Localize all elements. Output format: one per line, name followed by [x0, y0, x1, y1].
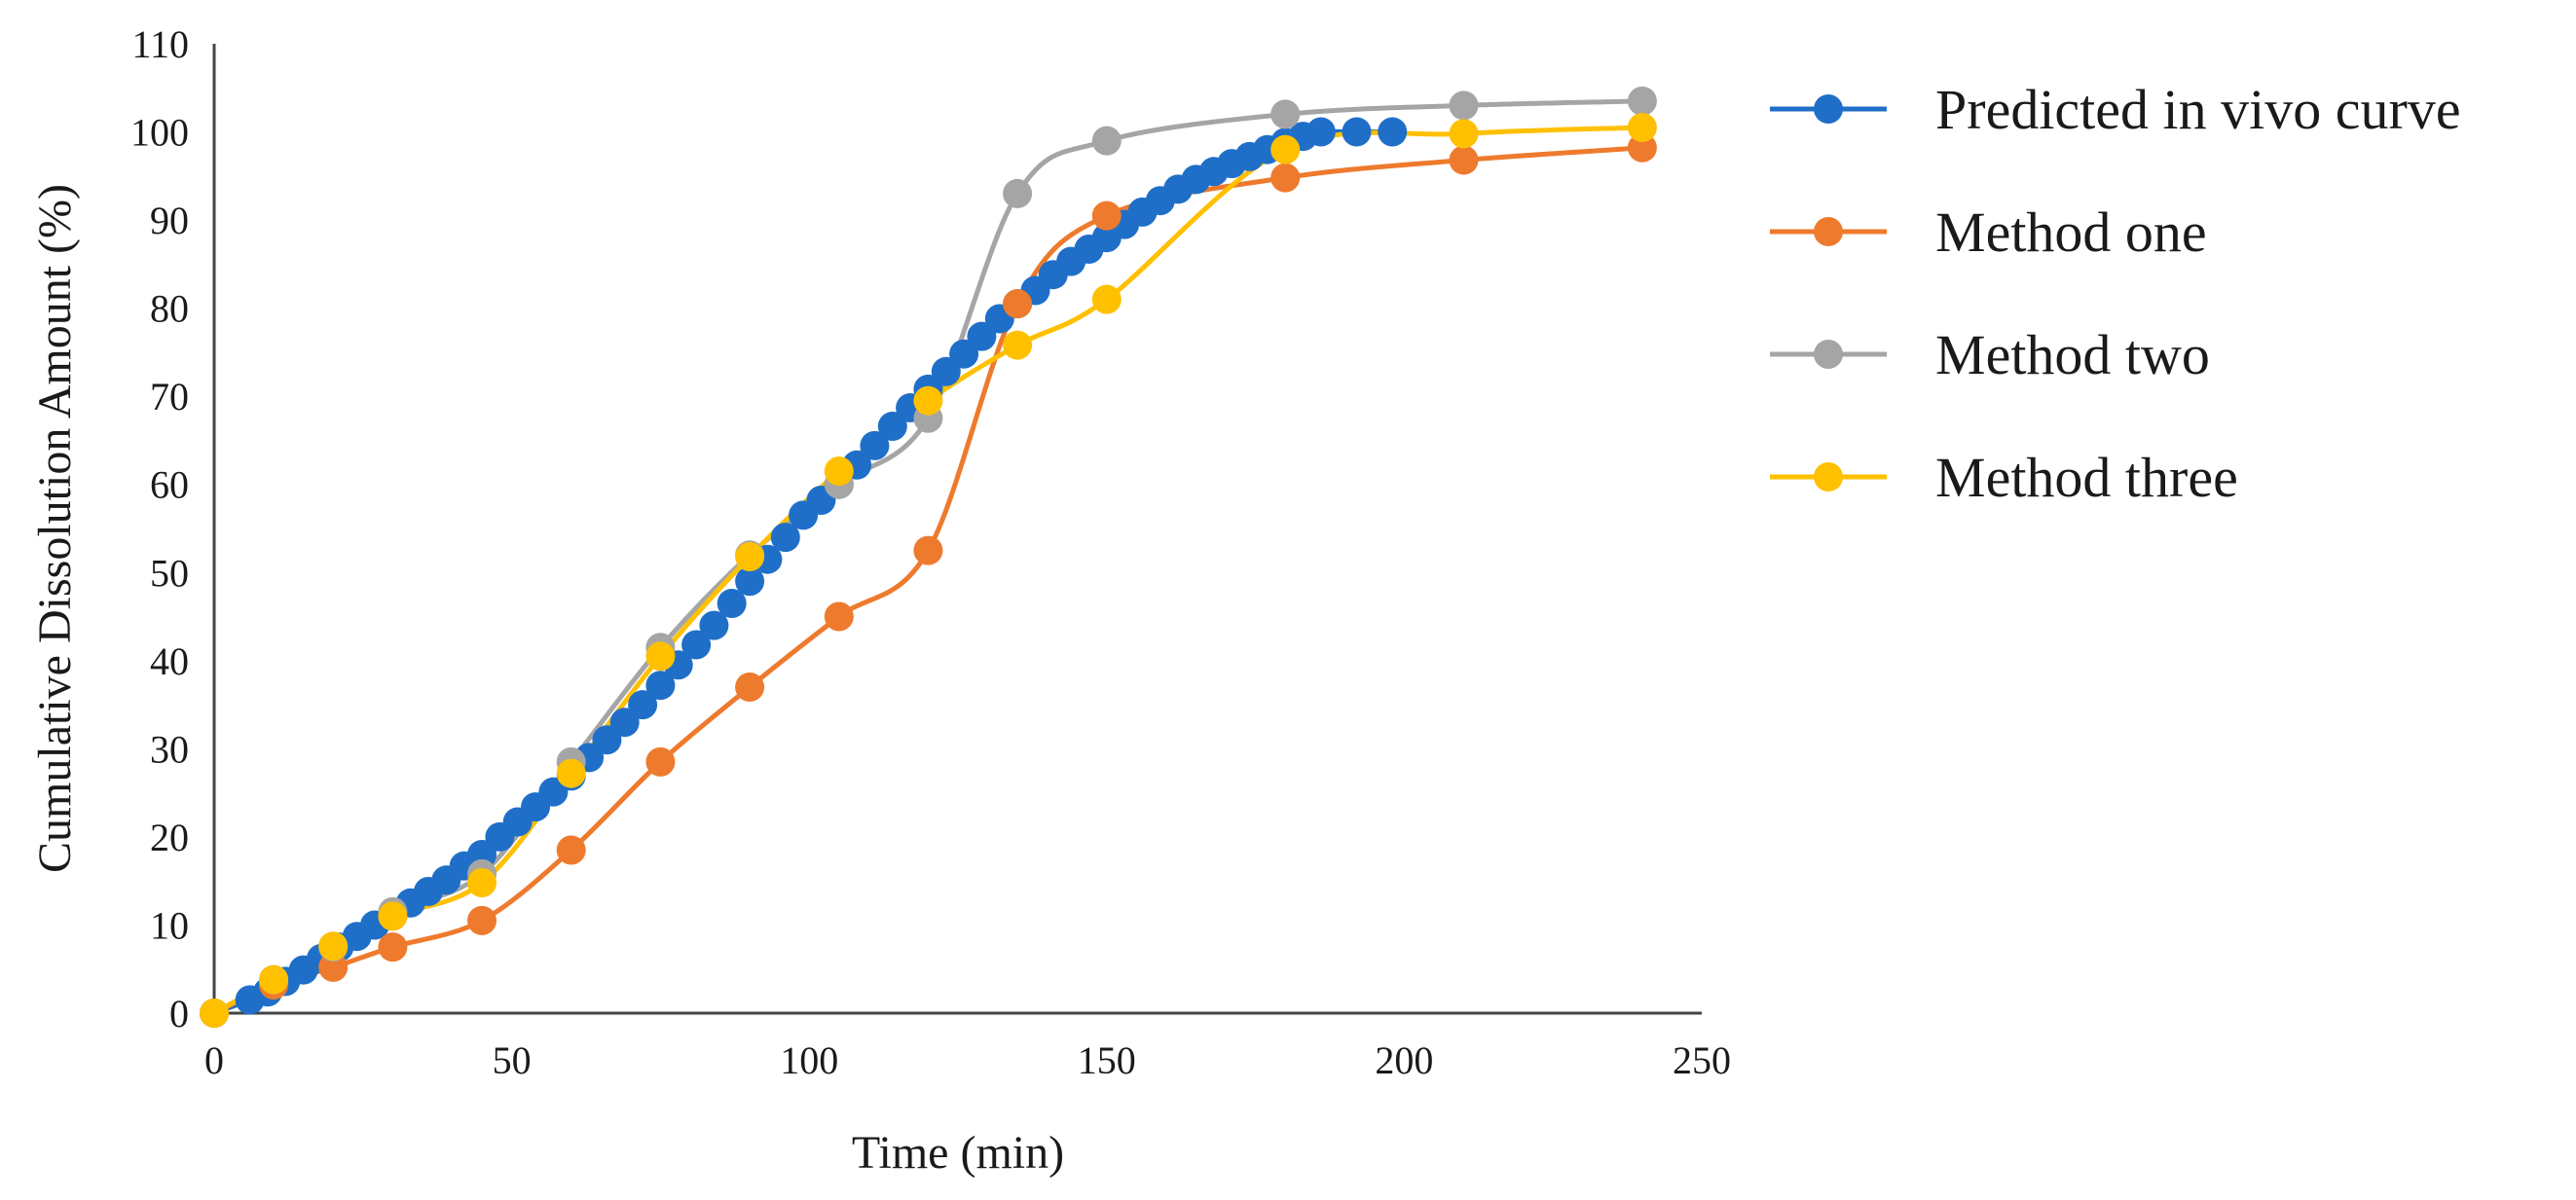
y-axis-title: Cumulative Dissolution Amount (%) [29, 184, 81, 873]
data-point-method-two [1091, 126, 1122, 156]
data-point-method-three [556, 758, 586, 788]
data-point-predicted-in-vivo-curve [735, 566, 765, 597]
axes [212, 44, 1702, 1015]
x-tick-label: 150 [1078, 1038, 1136, 1082]
y-tick-label: 80 [150, 287, 189, 331]
legend-swatch-marker [1814, 340, 1843, 369]
y-tick-label: 60 [150, 463, 189, 507]
data-point-predicted-in-vivo-curve [931, 356, 961, 386]
data-point-predicted-in-vivo-curve [770, 523, 800, 553]
legend-label: Method three [1935, 446, 2238, 509]
data-point-method-two [1449, 91, 1479, 121]
legend-item-method-one: Method one [1770, 200, 2207, 264]
x-axis-title: Time (min) [852, 1127, 1064, 1179]
data-point-predicted-in-vivo-curve [1378, 117, 1408, 147]
legend-label: Method one [1935, 200, 2207, 264]
legend-item-method-two: Method two [1770, 323, 2210, 386]
data-point-predicted-in-vivo-curve [699, 610, 729, 640]
data-point-predicted-in-vivo-curve [1342, 117, 1372, 147]
data-point-predicted-in-vivo-curve [1306, 117, 1336, 147]
legend-label: Predicted in vivo curve [1935, 78, 2461, 141]
data-point-method-three [378, 901, 408, 931]
data-point-method-three [1270, 134, 1301, 164]
y-tick-label: 40 [150, 639, 189, 683]
data-point-method-three [913, 385, 943, 416]
legend-label: Method two [1935, 323, 2210, 386]
y-tick-label: 90 [150, 199, 189, 242]
data-point-method-one [913, 535, 943, 565]
data-point-predicted-in-vivo-curve [592, 725, 622, 755]
data-point-method-one [1270, 163, 1301, 193]
data-point-method-one [1627, 132, 1657, 163]
data-point-predicted-in-vivo-curve [717, 589, 747, 618]
data-point-predicted-in-vivo-curve [645, 671, 676, 701]
y-tick-label: 10 [150, 903, 189, 947]
legend-swatch-marker [1814, 94, 1843, 124]
y-tick-label: 50 [150, 551, 189, 595]
y-tick-label: 30 [150, 727, 189, 771]
data-point-method-one [645, 746, 676, 777]
series-markers [200, 86, 1657, 1028]
data-point-predicted-in-vivo-curve [628, 690, 658, 720]
data-point-method-three [824, 456, 854, 487]
data-point-method-one [467, 905, 497, 935]
data-point-method-three [1627, 113, 1657, 142]
y-tick-label: 70 [150, 375, 189, 418]
data-point-method-two [1270, 99, 1301, 129]
data-point-method-three [1003, 330, 1033, 360]
data-point-method-one [1091, 200, 1122, 231]
series-markers-predicted-in-vivo-curve [200, 117, 1408, 1028]
data-point-method-two [1627, 86, 1657, 116]
data-point-method-three [735, 542, 765, 571]
data-point-predicted-in-vivo-curve [949, 339, 979, 369]
data-point-method-one [735, 673, 765, 702]
y-tick-label: 20 [150, 816, 189, 859]
data-point-method-one [824, 601, 854, 632]
data-point-method-three [645, 641, 676, 672]
data-point-predicted-in-vivo-curve [967, 321, 997, 351]
x-tick-label: 100 [780, 1038, 838, 1082]
data-point-method-one [1003, 289, 1033, 319]
x-tick-label: 50 [493, 1038, 532, 1082]
data-point-predicted-in-vivo-curve [860, 430, 890, 460]
data-point-predicted-in-vivo-curve [877, 412, 907, 441]
data-point-method-two [1003, 178, 1033, 208]
data-point-method-three [467, 868, 497, 897]
data-point-method-one [556, 835, 586, 865]
data-point-method-three [318, 931, 349, 962]
series-markers-method-three [200, 113, 1657, 1028]
data-point-method-three [259, 964, 289, 995]
y-tick-label: 100 [130, 111, 189, 155]
data-point-method-one [1449, 145, 1479, 175]
data-point-method-three [1449, 119, 1479, 149]
y-tick-label: 0 [169, 992, 189, 1036]
data-point-method-three [1091, 284, 1122, 314]
data-point-method-three [200, 999, 229, 1028]
series-line-predicted-in-vivo-curve [211, 128, 1395, 1016]
x-tick-label: 0 [204, 1038, 224, 1082]
data-point-predicted-in-vivo-curve [681, 630, 712, 660]
legend-item-method-three: Method three [1770, 446, 2238, 509]
x-tick-label: 200 [1375, 1038, 1433, 1082]
legend-swatch-marker [1814, 462, 1843, 491]
data-point-predicted-in-vivo-curve [609, 708, 640, 738]
legend-swatch-marker [1814, 217, 1843, 246]
tick-labels: 0 10 20 30 40 50 60 70 80 90 100 110 0 50 100 150 200 250 [130, 22, 1731, 1082]
y-tick-label: 110 [131, 22, 189, 66]
data-point-method-one [318, 952, 349, 982]
legend-item-predicted-in-vivo-curve: Predicted in vivo curve [1770, 78, 2461, 141]
legend: Predicted in vivo curve Method one Method … [1770, 78, 2461, 509]
data-point-method-one [378, 932, 408, 963]
x-tick-label: 250 [1673, 1038, 1731, 1082]
